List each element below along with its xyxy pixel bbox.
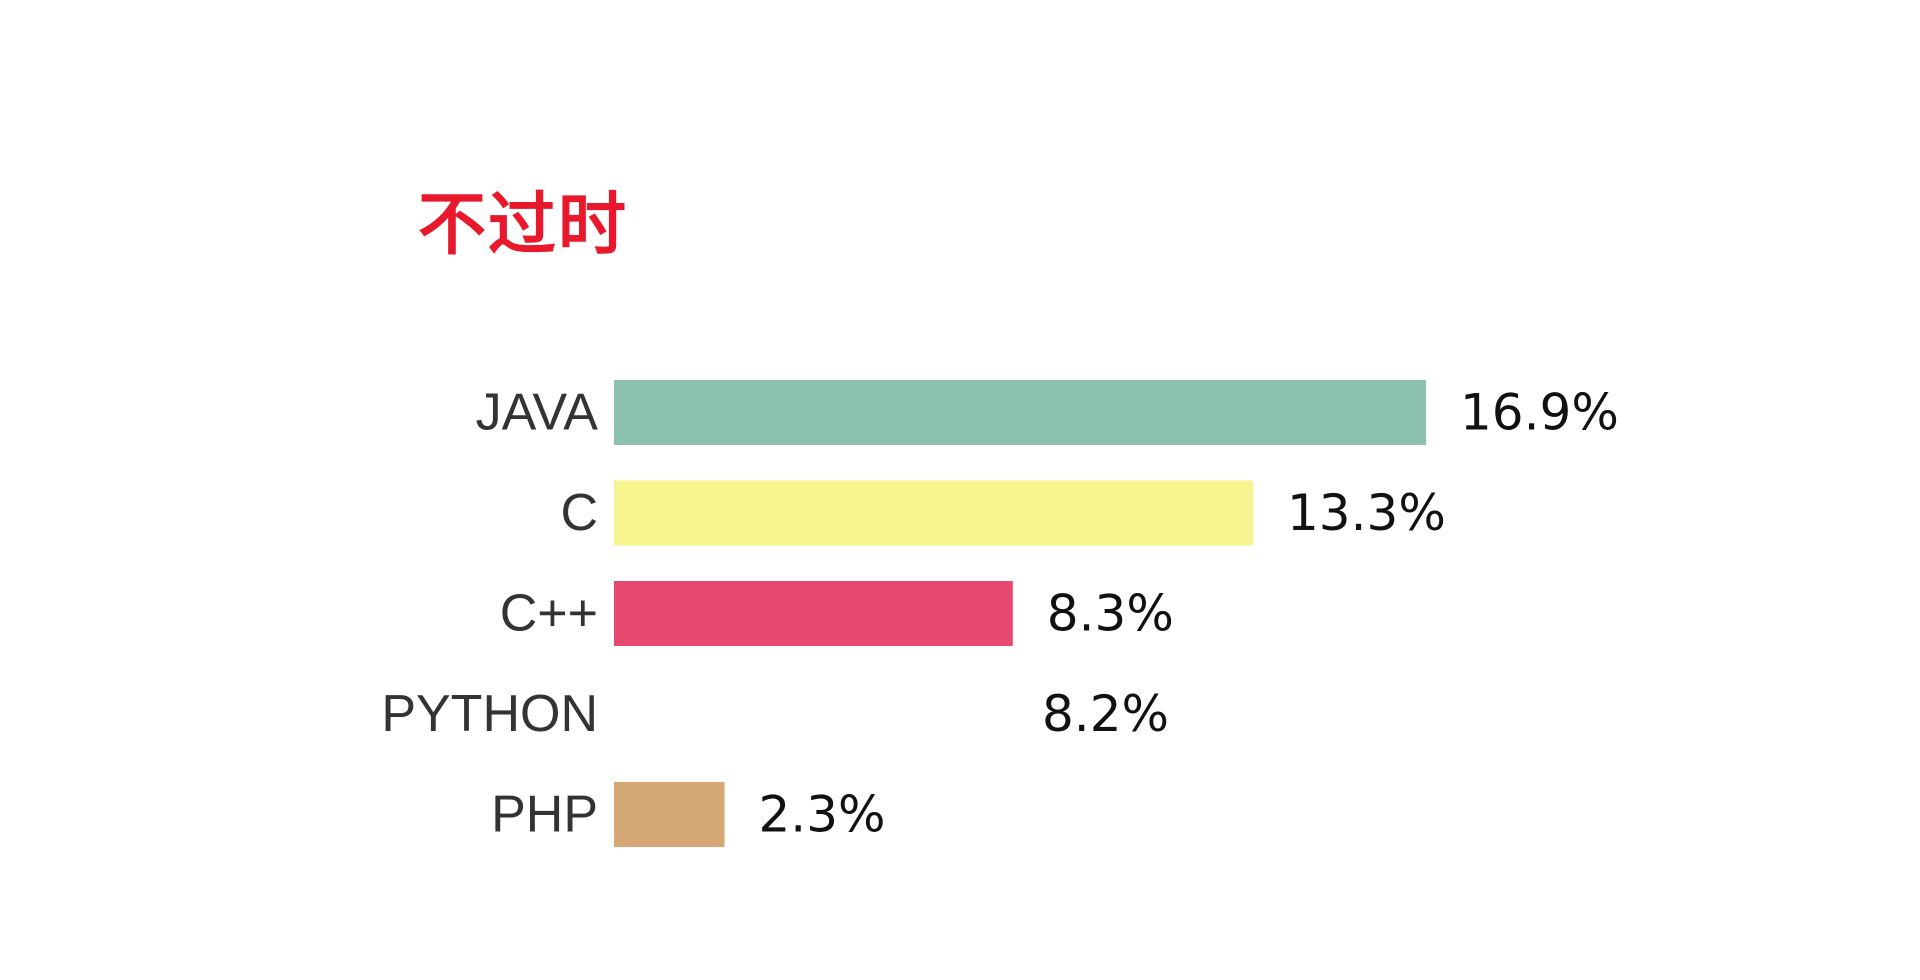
bars-layer — [614, 380, 1426, 847]
bar-java — [614, 380, 1426, 445]
category-label-java: JAVA — [476, 384, 599, 442]
value-label-java: 16.9% — [1460, 384, 1619, 442]
bar-python — [614, 681, 1008, 747]
chart-title: 不过时 — [418, 186, 629, 265]
value-label-python: 8.2% — [1042, 685, 1169, 743]
category-label-cplusplus: C++ — [500, 585, 598, 643]
value-label-php: 2.3% — [759, 786, 886, 844]
value-label-cplusplus: 8.3% — [1047, 585, 1174, 643]
category-label-c: C — [560, 484, 598, 542]
category-label-php: PHP — [491, 786, 598, 844]
bar-cplusplus — [614, 581, 1013, 646]
category-label-python: PYTHON — [381, 685, 598, 743]
labels-layer: JAVA 16.9% C 13.3% C++ 8.3% PYTHON 8.2% PHP 2.3% — [381, 384, 1619, 844]
value-label-c: 13.3% — [1287, 484, 1446, 542]
bar-php — [614, 782, 725, 847]
bar-c — [614, 480, 1253, 546]
